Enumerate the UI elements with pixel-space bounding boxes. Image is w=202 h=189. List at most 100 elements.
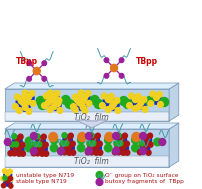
Circle shape [147,133,153,138]
Circle shape [31,151,36,156]
Circle shape [90,144,95,149]
Circle shape [85,132,92,139]
Circle shape [37,142,42,147]
Circle shape [64,141,69,146]
Circle shape [78,132,86,142]
Circle shape [100,103,105,108]
Circle shape [25,137,33,145]
Circle shape [85,91,91,96]
Circle shape [87,141,92,146]
Circle shape [19,143,23,148]
Circle shape [136,99,146,109]
Circle shape [54,91,60,96]
Circle shape [21,94,27,100]
Circle shape [4,139,11,146]
Circle shape [135,94,141,99]
Circle shape [25,98,31,104]
Circle shape [41,134,46,139]
Circle shape [51,94,57,100]
Text: TiO₂  film: TiO₂ film [74,112,109,122]
Circle shape [68,133,73,138]
Circle shape [12,151,17,156]
Circle shape [109,100,119,110]
Circle shape [8,169,12,174]
Circle shape [78,144,85,152]
Circle shape [74,97,80,103]
Circle shape [98,150,103,155]
Text: TBpp: TBpp [136,57,158,66]
Circle shape [67,150,72,155]
Circle shape [69,142,74,147]
Circle shape [123,142,128,147]
Circle shape [47,107,53,112]
Circle shape [119,136,124,141]
Circle shape [63,135,72,145]
Circle shape [67,144,72,149]
Circle shape [63,144,68,149]
Circle shape [94,150,99,155]
Circle shape [42,77,46,81]
Circle shape [38,137,43,142]
Circle shape [78,136,85,144]
Circle shape [85,150,90,155]
Circle shape [1,183,6,188]
Circle shape [35,134,40,139]
Circle shape [15,137,20,142]
Circle shape [96,178,103,185]
Circle shape [117,135,126,145]
Circle shape [10,143,15,148]
Circle shape [38,144,47,154]
Circle shape [36,97,45,105]
Circle shape [140,143,150,153]
Circle shape [94,99,103,108]
Circle shape [142,144,147,149]
Circle shape [33,143,38,148]
Circle shape [16,97,26,107]
Circle shape [140,147,146,154]
Circle shape [146,150,151,155]
Circle shape [45,100,51,105]
Circle shape [65,99,74,108]
Circle shape [13,136,22,146]
Circle shape [42,103,47,108]
Circle shape [132,136,139,144]
Circle shape [17,151,22,156]
Circle shape [27,61,32,66]
Circle shape [2,169,7,173]
Circle shape [154,138,161,146]
Circle shape [90,95,99,105]
Circle shape [148,101,154,106]
Circle shape [82,94,88,100]
Circle shape [109,104,115,109]
Circle shape [121,144,126,149]
Circle shape [66,141,71,146]
Circle shape [145,97,154,105]
Circle shape [18,98,24,104]
Circle shape [40,145,45,150]
Circle shape [4,171,12,179]
Circle shape [4,178,12,186]
Circle shape [29,91,35,96]
Circle shape [26,108,32,114]
Circle shape [128,93,134,99]
Text: TBpp: TBpp [16,57,38,66]
Circle shape [49,132,58,142]
Circle shape [31,132,37,139]
Circle shape [38,101,47,109]
Circle shape [60,141,65,146]
Circle shape [43,142,48,147]
Circle shape [45,96,55,106]
Circle shape [148,142,153,147]
Circle shape [121,150,126,155]
Circle shape [20,100,26,105]
Circle shape [73,94,78,100]
Circle shape [141,133,146,138]
Circle shape [26,94,32,100]
Circle shape [53,101,59,107]
Circle shape [144,136,149,141]
Circle shape [115,108,121,113]
Circle shape [51,100,61,110]
Circle shape [138,100,144,106]
Circle shape [120,141,125,146]
Circle shape [91,141,96,146]
